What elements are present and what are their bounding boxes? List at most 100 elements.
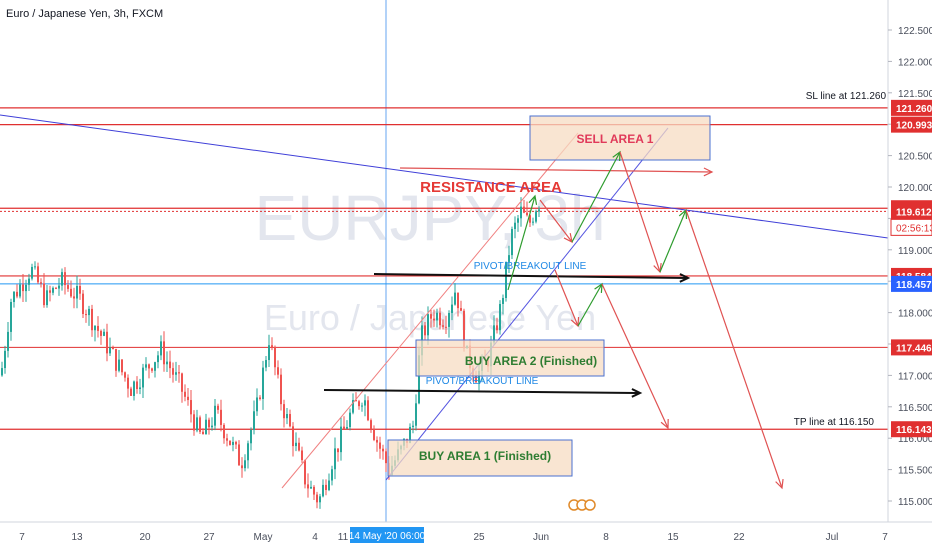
- crosshair-label-bg: [350, 527, 424, 543]
- y-tick-label: 115.000: [898, 497, 932, 508]
- candle-body: [439, 312, 441, 326]
- y-tick-label: 120.500: [898, 152, 932, 163]
- candle-body: [463, 310, 465, 349]
- candle-body: [247, 443, 249, 461]
- candle-body: [499, 303, 501, 331]
- candle-body: [364, 400, 366, 406]
- path-red-5-head: [660, 418, 669, 430]
- candle-body: [91, 308, 93, 331]
- candle-body: [211, 425, 213, 428]
- candle-body: [229, 440, 231, 445]
- price-tag: 120.993: [891, 116, 932, 133]
- candle-body: [235, 441, 237, 445]
- price-tag-label: 118.457: [896, 280, 932, 291]
- candle-body: [163, 341, 165, 365]
- candle-body: [385, 451, 387, 464]
- candle-body: [343, 426, 345, 429]
- candle-body: [40, 282, 42, 284]
- candle-body: [295, 442, 297, 447]
- candle-body: [16, 291, 18, 297]
- candle-body: [304, 460, 306, 485]
- candle-body: [334, 448, 336, 470]
- countdown-bg: [890, 218, 932, 236]
- candle-body: [436, 312, 438, 321]
- watermark-symbol: EURJPY, 3h: [255, 182, 606, 254]
- path-green-2: [659, 209, 687, 273]
- x-tick-label: 7: [19, 532, 25, 543]
- candle-body: [175, 372, 177, 375]
- candle-body: [85, 314, 87, 316]
- candle-body: [73, 296, 75, 299]
- price-tag-label: 116.143: [896, 425, 932, 436]
- x-tick-label: Jun: [533, 532, 549, 543]
- candle-body: [217, 405, 219, 410]
- candle-body: [460, 308, 462, 311]
- candle-body: [142, 367, 144, 388]
- sell-area-label: SELL AREA 1: [577, 132, 654, 146]
- candle-body: [193, 414, 195, 431]
- pivot-upper-label: PIVOT/BREAKOUT LINE: [474, 261, 587, 272]
- candle-body: [136, 381, 138, 390]
- candle-body: [118, 359, 120, 371]
- x-tick-label: 27: [203, 532, 215, 543]
- price-tag-label: 119.612: [896, 207, 932, 218]
- candles: [1, 197, 540, 509]
- candle-body: [100, 330, 102, 336]
- candle-body: [70, 288, 72, 297]
- crosshair-label: 14 May '20 06:00: [349, 531, 426, 542]
- candle-body: [286, 414, 288, 419]
- candle-body: [511, 229, 513, 256]
- candle-body: [271, 345, 273, 348]
- candle-body: [214, 405, 216, 426]
- candle-body: [64, 272, 66, 286]
- candle-body: [289, 414, 291, 427]
- candle-body: [379, 442, 381, 449]
- pivot-arrow-lower: [323, 389, 641, 394]
- candle-body: [49, 290, 51, 293]
- candle-body: [514, 222, 516, 230]
- price-tag-bg: [891, 339, 932, 356]
- candle-body: [241, 465, 243, 469]
- price-tag: 116.143: [891, 421, 932, 438]
- candle-body: [22, 284, 24, 292]
- y-tick-label: 117.000: [898, 371, 932, 382]
- candle-body: [187, 396, 189, 401]
- candle-body: [154, 362, 156, 371]
- candle-body: [67, 285, 69, 289]
- descending-trendline: [0, 114, 889, 239]
- candle-body: [97, 325, 99, 331]
- candle-body: [202, 431, 204, 435]
- candle-body: [4, 350, 6, 369]
- candle-body: [1, 368, 3, 376]
- y-tick-label: 116.500: [898, 403, 932, 414]
- x-tick-label: 15: [667, 532, 679, 543]
- candle-body: [172, 368, 174, 375]
- candle-body: [25, 284, 27, 292]
- candle-body: [430, 314, 432, 319]
- candle-body: [103, 331, 105, 336]
- x-tick-label: May: [254, 532, 273, 543]
- candle-body: [121, 359, 123, 373]
- candle-body: [496, 325, 498, 331]
- candle-body: [244, 460, 246, 469]
- time-axis: 7 13 20 27 May 4 11 25 Jun 8 15 22 Jul 7 14 May '20 06…: [0, 521, 932, 543]
- path-green-3: [577, 283, 603, 327]
- pivot-arrow-upper-head: [679, 273, 691, 283]
- candle-body: [253, 411, 255, 431]
- candle-body: [169, 361, 171, 369]
- path-red-4: [554, 269, 579, 327]
- y-tick-label: 122.500: [898, 26, 932, 37]
- candle-body: [352, 400, 354, 413]
- candle-body: [274, 347, 276, 368]
- candle-body: [307, 484, 309, 489]
- candle-body: [61, 272, 63, 286]
- candle-body: [145, 364, 147, 368]
- path-green-4-head: [528, 194, 538, 205]
- candle-body: [427, 314, 429, 336]
- resistance-arrow: [399, 167, 713, 173]
- candle-body: [454, 292, 456, 305]
- candle-body: [259, 397, 261, 399]
- y-tick-label: 122.000: [898, 57, 932, 68]
- x-tick-label: 7: [882, 532, 888, 543]
